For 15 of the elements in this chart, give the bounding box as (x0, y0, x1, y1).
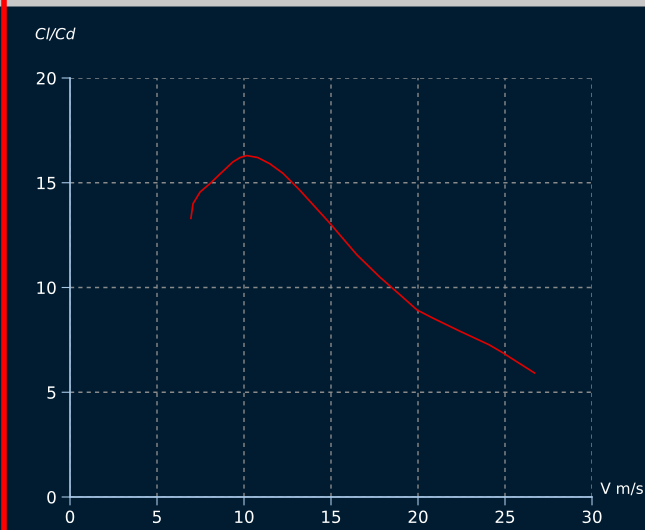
x-tick-label: 0 (66, 510, 74, 524)
x-axis-title: V m/s (600, 482, 643, 496)
x-tick-label: 20 (408, 510, 428, 524)
y-axis-title: Cl/Cd (36, 28, 76, 41)
x-tick-label: 25 (496, 510, 514, 524)
x-tick-label: 10 (235, 510, 254, 524)
y-tick-label: 15 (37, 176, 56, 190)
x-tick-label: 15 (322, 510, 340, 524)
y-tick-label: 0 (47, 490, 56, 504)
x-tick-label: 5 (152, 510, 161, 524)
y-tick-label: 5 (47, 386, 56, 399)
y-tick-label: 20 (36, 72, 56, 85)
x-tick-label: 30 (582, 510, 602, 524)
line-series (190, 154, 536, 374)
y-tick-label: 10 (37, 281, 56, 294)
